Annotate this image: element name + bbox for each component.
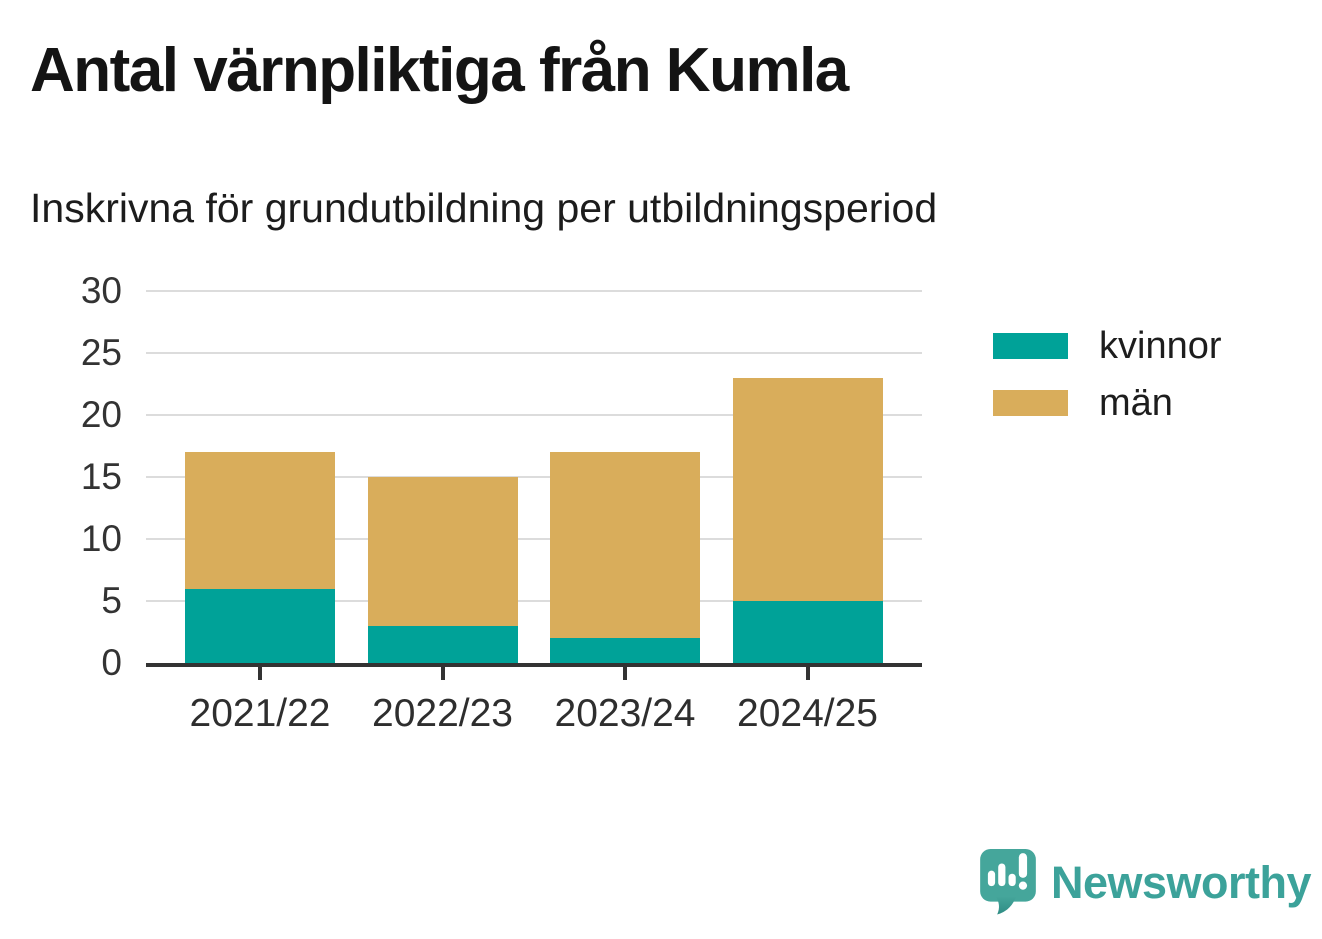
legend-item-man: män <box>993 384 1222 422</box>
gridline <box>146 476 922 478</box>
legend-label-kvinnor: kvinnor <box>1099 325 1222 367</box>
logo-exclamation-dot-icon <box>1018 881 1028 890</box>
bar-segment-kvinnor <box>550 638 700 663</box>
bar-segment-kvinnor <box>732 601 883 663</box>
y-axis-label: 20 <box>80 394 122 435</box>
logo-bar-tall-icon <box>998 863 1006 887</box>
legend: kvinnor män <box>993 327 1222 447</box>
chart-subtitle: Inskrivna för grundutbildning per utbild… <box>30 185 938 231</box>
y-axis-label: 30 <box>80 270 122 311</box>
x-axis-label: 2023/24 <box>554 692 696 735</box>
x-axis-label: 2021/22 <box>189 692 331 735</box>
legend-swatch-kvinnor <box>993 333 1068 359</box>
legend-label-man: män <box>1099 382 1173 424</box>
chart-title: Antal värnpliktiga från Kumla <box>30 36 849 105</box>
bar-segment-man <box>550 452 700 639</box>
y-axis-label: 0 <box>101 642 122 683</box>
logo-exclamation-bar-icon <box>1018 853 1028 878</box>
gridline <box>146 538 922 540</box>
bar-segment-man <box>185 452 335 589</box>
legend-item-kvinnor: kvinnor <box>993 327 1222 365</box>
newsworthy-logo: Newsworthy <box>980 849 1312 915</box>
bar-segment-man <box>732 377 883 601</box>
y-axis-label: 5 <box>101 580 122 621</box>
gridline <box>146 600 922 602</box>
legend-swatch-man <box>993 390 1068 416</box>
y-axis-label: 25 <box>80 332 122 373</box>
x-axis-tick <box>623 667 627 680</box>
gridline <box>146 352 922 354</box>
x-axis-tick <box>440 667 445 680</box>
x-axis-label: 2024/25 <box>737 692 878 735</box>
x-axis-tick <box>258 667 262 680</box>
y-axis-label: 15 <box>80 456 122 497</box>
bar-segment-man <box>367 477 518 626</box>
newsworthy-logo-icon <box>980 849 1036 915</box>
bar-segment-kvinnor <box>367 625 518 663</box>
gridline <box>146 290 922 292</box>
logo-bar-medium-icon <box>1008 873 1016 887</box>
x-axis-label: 2022/23 <box>372 692 513 735</box>
bar-segment-kvinnor <box>185 588 335 663</box>
y-axis-label: 10 <box>80 518 122 559</box>
x-axis-line <box>146 663 922 667</box>
gridline <box>146 414 922 416</box>
newsworthy-logo-text: Newsworthy <box>1051 856 1312 908</box>
x-axis-tick <box>805 667 810 680</box>
logo-bar-small-icon <box>987 870 996 887</box>
plot-area: 0 5 10 15 20 25 30 2021/22 2022/23 2023/24 2024/25 <box>81 272 922 735</box>
